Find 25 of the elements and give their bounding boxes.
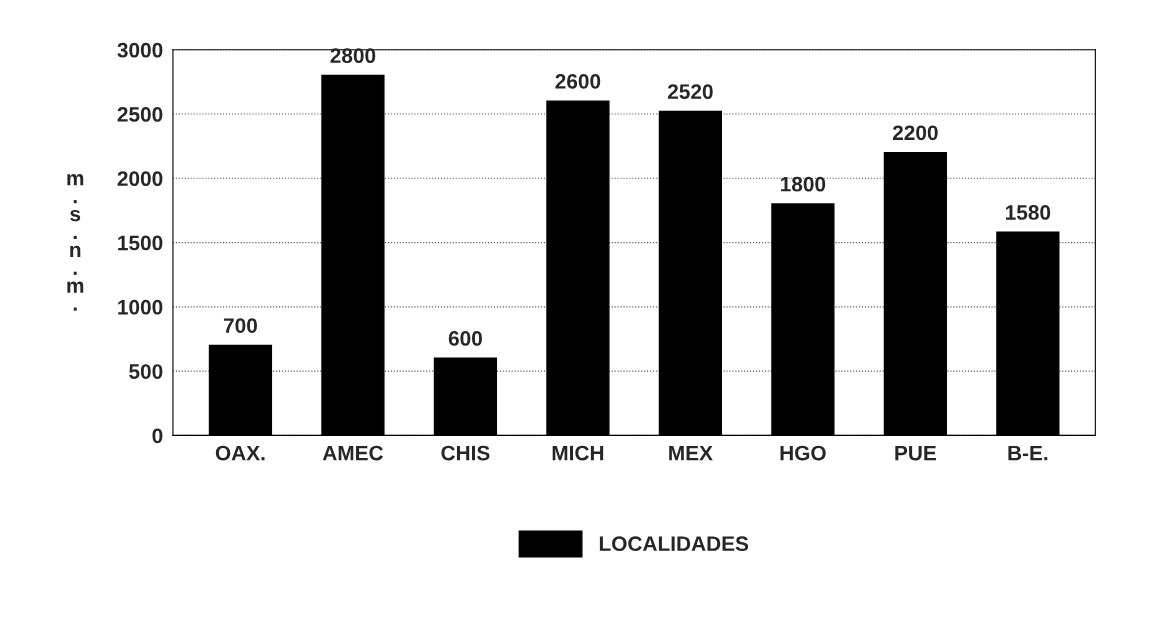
y-tick-label: 0 (152, 428, 163, 444)
y-tick-label: 500 (129, 364, 163, 379)
y-tick-label: 3000 (117, 42, 163, 58)
x-tick-label: MEX (669, 445, 713, 461)
data-label: 2800 (330, 48, 376, 64)
data-label: 2200 (892, 125, 938, 141)
y-tick-label: 1000 (118, 299, 163, 315)
data-label: 1580 (1006, 205, 1051, 220)
data-label: 2520 (667, 84, 713, 100)
x-tick-label: B-E. (1008, 445, 1048, 461)
data-label: 1800 (781, 176, 826, 192)
x-tick-label: PUE (895, 445, 936, 461)
data-label: 2600 (555, 73, 601, 89)
y-tick-label: 1500 (118, 235, 163, 251)
data-label: 600 (448, 331, 482, 346)
y-tick-label: 2500 (117, 107, 163, 122)
x-tick-label: MICH (552, 445, 604, 461)
y-tick-label: 2000 (117, 171, 163, 187)
x-tick-label: HGO (780, 445, 826, 461)
x-tick-label: AMEC (322, 445, 384, 461)
y-axis-title: m.s.n.m. (67, 174, 84, 311)
x-tick-label: CHIS (441, 445, 490, 461)
data-label: 700 (223, 318, 257, 333)
x-tick-label: OAX. (215, 445, 265, 461)
legend-label: LOCALIDADES (599, 536, 749, 552)
